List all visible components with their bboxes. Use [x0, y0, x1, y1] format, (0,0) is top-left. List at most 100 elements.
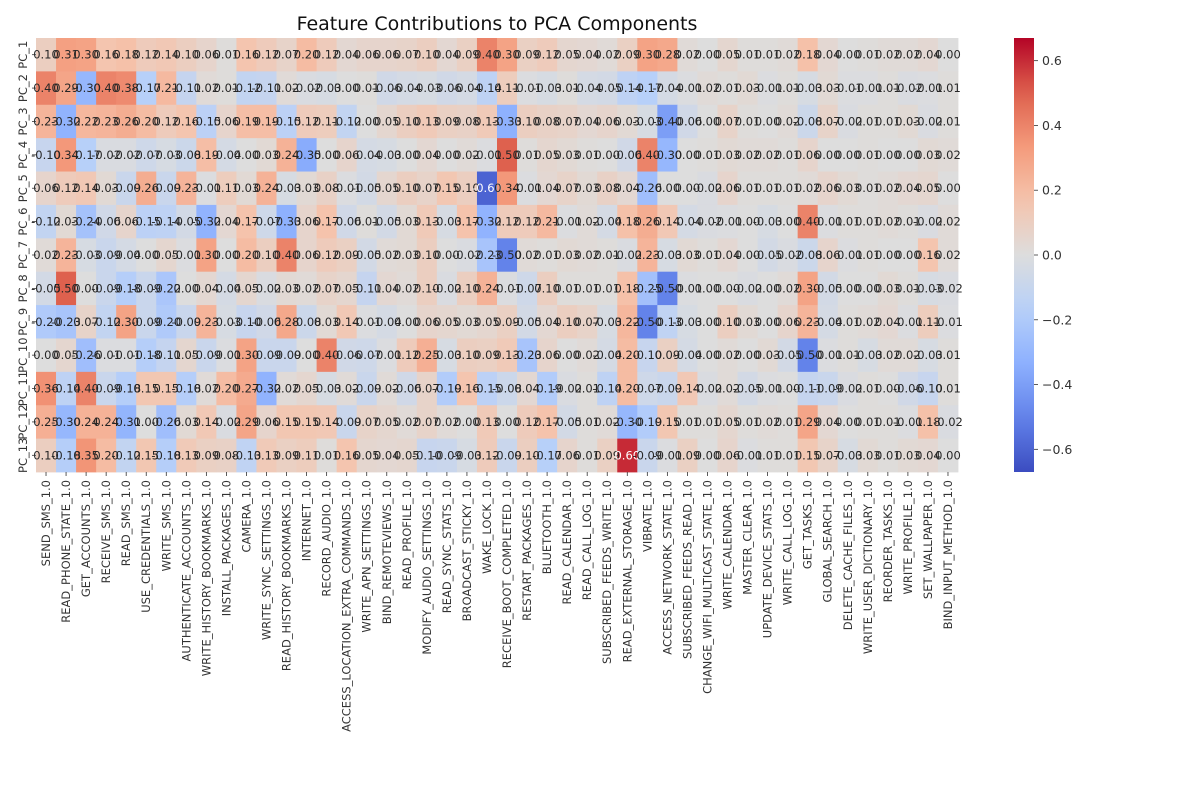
heatmap-cell: [116, 271, 137, 306]
heatmap-cell: [757, 271, 779, 306]
heatmap-cell: [897, 305, 919, 339]
cell-value-label: -0.11: [171, 81, 201, 95]
cell-value-label: 0.11: [915, 315, 941, 329]
heatmap-cell: [316, 405, 338, 440]
heatmap-cell: [296, 238, 318, 273]
heatmap-cell: [96, 338, 117, 373]
column-tick-label: WRITE_USER_DICTIONARY_1.0: [861, 480, 875, 654]
heatmap-cell: [256, 171, 277, 206]
cell-value-label: -0.03: [432, 348, 462, 362]
heatmap-cell: [116, 338, 137, 373]
cell-value-label: 0.04: [715, 248, 741, 262]
cell-value-label: 0.02: [454, 148, 480, 162]
cell-value-label: 0.00: [875, 248, 901, 262]
cell-value-label: 0.01: [214, 81, 240, 95]
cell-value-label: 0.06: [534, 348, 560, 362]
heatmap-cell: [637, 338, 658, 373]
cell-value-label: 0.10: [514, 114, 540, 128]
cell-value-label: -0.11: [793, 382, 823, 396]
cell-value-label: 0.10: [394, 181, 420, 195]
column-tick-label: AUTHENTICATE_ACCOUNTS_1.0: [179, 480, 193, 661]
row-tick-label: PC_8: [16, 274, 30, 302]
heatmap-cell: [717, 38, 738, 72]
heatmap-cell: [517, 371, 538, 406]
heatmap-cell: [376, 204, 398, 239]
heatmap-cell: [176, 104, 197, 139]
heatmap-cell: [497, 171, 518, 206]
cell-value-label: -0.02: [833, 382, 863, 396]
cell-value-label: 0.12: [294, 114, 320, 128]
heatmap-cell: [557, 271, 578, 306]
cell-value-label: 0.09: [434, 114, 460, 128]
cell-value-label: 0.02: [755, 148, 781, 162]
cell-value-label: -0.23: [51, 315, 81, 329]
cell-value-label: 0.18: [915, 415, 941, 429]
heatmap-cell: [476, 305, 498, 339]
heatmap-cell: [156, 38, 177, 72]
heatmap-cell: [376, 171, 398, 206]
heatmap-cell: [637, 271, 658, 306]
cell-value-label: 0.09: [494, 315, 520, 329]
heatmap-cell: [897, 405, 919, 440]
cell-value-label: -0.01: [813, 215, 843, 229]
cell-value-label: 0.09: [334, 248, 360, 262]
heatmap-cell: [637, 305, 658, 339]
cell-value-label: -0.03: [71, 248, 101, 262]
cell-value-label: -0.02: [733, 281, 763, 295]
heatmap-cell: [677, 371, 698, 406]
cell-value-label: 0.07: [414, 382, 440, 396]
heatmap-cell: [877, 71, 899, 106]
cell-value-label: 0.29: [795, 415, 821, 429]
heatmap-cell: [497, 38, 518, 72]
heatmap-cell: [537, 38, 558, 72]
cell-value-label: -0.02: [111, 148, 141, 162]
heatmap-cell: [476, 238, 498, 273]
heatmap-cell: [837, 171, 859, 206]
cell-value-label: 0.20: [614, 382, 640, 396]
cell-value-label: -0.01: [191, 181, 221, 195]
cell-value-label: 0.02: [675, 48, 701, 62]
heatmap-cell: [56, 104, 77, 139]
heatmap-cell: [296, 204, 318, 239]
cell-value-label: 0.01: [755, 181, 781, 195]
column-tick-label: DELETE_CACHE_FILES_1.0: [841, 480, 855, 630]
column-tick-label: READ_HISTORY_BOOKMARKS_1.0: [280, 480, 294, 671]
heatmap-cell: [917, 305, 939, 339]
heatmap-cell: [196, 438, 217, 473]
heatmap-cell: [657, 271, 678, 306]
cell-value-label: 0.00: [895, 248, 921, 262]
heatmap-cell: [316, 305, 338, 339]
heatmap-cell: [597, 138, 618, 172]
column-tick-label: REORDER_TASKS_1.0: [881, 480, 895, 602]
heatmap-cell: [557, 104, 578, 139]
cell-value-label: 0.06: [254, 415, 280, 429]
heatmap-cell: [356, 104, 378, 139]
cell-value-label: -0.04: [673, 215, 703, 229]
cell-value-label: -0.03: [412, 81, 442, 95]
heatmap-cell: [316, 338, 338, 373]
heatmap-cell: [777, 238, 799, 273]
cell-value-label: -0.01: [111, 348, 141, 362]
cell-value-label: 0.09: [454, 48, 480, 62]
cell-value-label: -0.13: [652, 315, 682, 329]
cell-value-label: -0.09: [111, 181, 141, 195]
heatmap-cell: [176, 305, 197, 339]
cell-value-label: 0.06: [294, 248, 320, 262]
cell-value-label: 0.10: [414, 281, 440, 295]
cell-value-label: -0.10: [913, 382, 943, 396]
heatmap-cell: [937, 138, 959, 172]
cell-value-label: -0.18: [131, 348, 161, 362]
cell-value-label: 0.12: [254, 48, 280, 62]
heatmap-cell: [537, 71, 558, 106]
cell-value-label: 0.20: [214, 382, 240, 396]
heatmap-cell: [837, 438, 859, 473]
heatmap-cell: [497, 238, 518, 273]
heatmap-cell: [617, 238, 638, 273]
heatmap-cell: [396, 204, 418, 239]
column-tick-label: MODIFY_AUDIO_SETTINGS_1.0: [420, 480, 434, 655]
heatmap-cell: [236, 171, 257, 206]
heatmap-cell: [617, 204, 638, 239]
cell-value-label: 0.02: [574, 215, 600, 229]
heatmap-cell: [577, 371, 598, 406]
heatmap-cell: [837, 305, 859, 339]
